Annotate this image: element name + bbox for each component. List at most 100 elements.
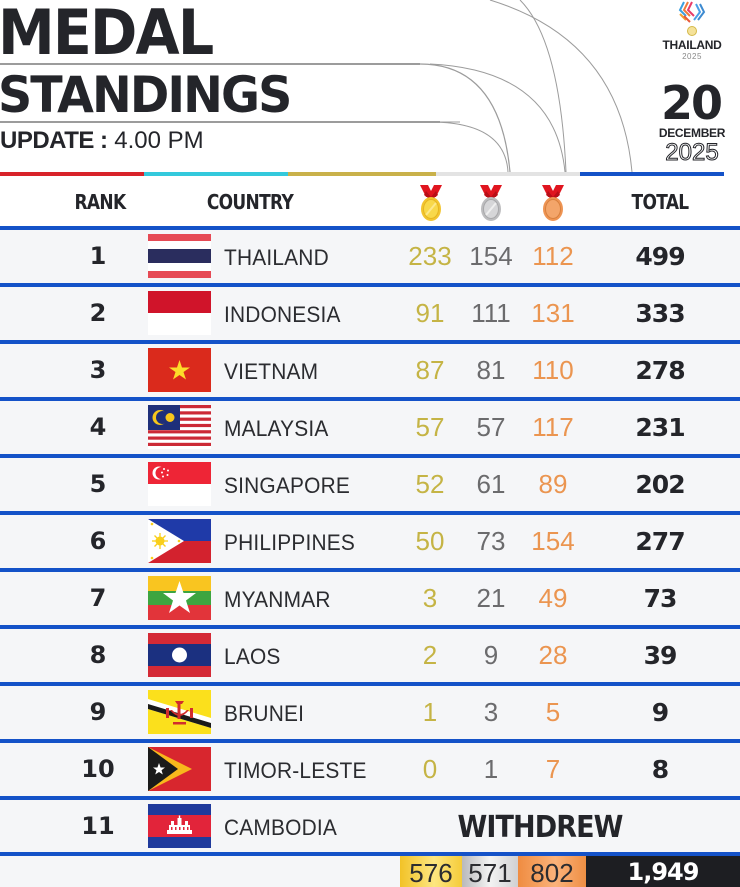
rank-cell: 9 xyxy=(89,698,107,726)
row-divider xyxy=(0,625,740,629)
table-row: 9 BRUNEI 1 3 5 9 xyxy=(0,686,740,739)
color-bar-cyan xyxy=(144,172,288,176)
brunei-flag-icon xyxy=(148,690,211,734)
country-name: MALAYSIA xyxy=(224,416,329,441)
date-month: DECEMBER xyxy=(658,126,726,140)
laos-flag-icon xyxy=(148,633,211,677)
country-name: MYANMAR xyxy=(224,587,331,612)
column-header-country: COUNTRY xyxy=(206,190,294,214)
rank-cell: 7 xyxy=(89,584,107,612)
country-name: BRUNEI xyxy=(224,701,305,726)
page-title-line1: MEDAL xyxy=(0,0,214,69)
silver-count: 111 xyxy=(471,298,511,328)
indonesia-flag-icon xyxy=(148,291,211,335)
total-count: 278 xyxy=(635,356,685,385)
silver-count: 57 xyxy=(476,412,506,442)
totals-bar: 576 571 802 1,949 xyxy=(0,856,740,887)
color-bar-gold xyxy=(288,172,436,176)
games-emblem-icon xyxy=(678,1,706,36)
row-divider xyxy=(0,682,740,686)
row-divider xyxy=(0,226,740,230)
total-count: 231 xyxy=(635,413,685,442)
total-count: 499 xyxy=(635,242,685,271)
update-label: UPDATE : xyxy=(0,127,108,154)
bronze-count: 5 xyxy=(545,697,561,727)
table-row: 7 MYANMAR 3 21 49 73 xyxy=(0,572,740,625)
rank-cell: 4 xyxy=(89,413,107,441)
rank-cell: 8 xyxy=(89,641,107,669)
vietnam-flag-icon xyxy=(148,348,211,392)
header: MEDAL STANDINGS UPDATE : 4.00 PM THAILAN… xyxy=(0,0,740,180)
gold-count: 3 xyxy=(422,583,438,613)
silver-count: 73 xyxy=(476,526,506,556)
silver-medal-icon xyxy=(480,185,502,221)
total-count: 277 xyxy=(635,527,685,556)
gold-count: 57 xyxy=(415,412,445,442)
rank-cell: 10 xyxy=(81,755,115,783)
bronze-count: 154 xyxy=(531,526,575,556)
silver-count: 9 xyxy=(483,640,499,670)
silver-count: 61 xyxy=(476,469,506,499)
row-divider xyxy=(0,796,740,800)
bronze-count: 110 xyxy=(532,355,574,385)
malaysia-flag-icon xyxy=(148,405,211,449)
logo-name: THAILAND xyxy=(662,38,722,52)
update-value: 4.00 PM xyxy=(114,127,204,154)
gold-count: 52 xyxy=(415,469,445,499)
silver-count: 3 xyxy=(483,697,499,727)
total-count: 8 xyxy=(651,755,669,784)
myanmar-flag-icon xyxy=(148,576,211,620)
total-gold: 576 xyxy=(400,856,462,887)
column-header-rank: RANK xyxy=(74,190,127,214)
bronze-count: 89 xyxy=(538,469,568,499)
bronze-count: 28 xyxy=(538,640,568,670)
singapore-flag-icon xyxy=(148,462,211,506)
country-name: CAMBODIA xyxy=(224,815,338,840)
gold-count: 1 xyxy=(422,697,438,727)
silver-count: 81 xyxy=(476,355,506,385)
country-name: PHILIPPINES xyxy=(224,530,356,555)
row-divider xyxy=(0,397,740,401)
title-underline-2 xyxy=(0,121,440,123)
rank-cell: 1 xyxy=(89,242,107,270)
bronze-count: 117 xyxy=(532,412,574,442)
table-row: 6 PHILIPPINES 50 73 154 277 xyxy=(0,515,740,568)
games-logo: THAILAND 2025 xyxy=(654,0,730,64)
table-row: 2 INDONESIA 91 111 131 333 xyxy=(0,287,740,340)
row-divider xyxy=(0,454,740,458)
thailand-flag-icon xyxy=(148,234,211,278)
color-bar-red xyxy=(0,172,144,176)
bronze-medal-icon xyxy=(542,185,564,221)
gold-count: 91 xyxy=(415,298,445,328)
column-header-total: TOTAL xyxy=(631,190,690,214)
withdrew-status: WITHDREW xyxy=(457,810,623,845)
philippines-flag-icon xyxy=(148,519,211,563)
total-all-medals: 1,949 xyxy=(586,856,740,887)
color-bar-grey xyxy=(436,172,580,176)
page-title-line2: STANDINGS xyxy=(0,66,292,124)
total-count: 202 xyxy=(635,470,685,499)
total-count: 9 xyxy=(651,698,669,727)
silver-count: 21 xyxy=(476,583,506,613)
table-row: 11 CAMBODIA WITHDREW xyxy=(0,800,740,853)
country-name: INDONESIA xyxy=(224,302,341,327)
rank-cell: 3 xyxy=(89,356,107,384)
color-bar-blue xyxy=(580,172,724,176)
gold-count: 2 xyxy=(422,640,438,670)
row-divider xyxy=(0,283,740,287)
gold-count: 233 xyxy=(408,241,452,271)
table-row: 8 LAOS 2 9 28 39 xyxy=(0,629,740,682)
timor-leste-flag-icon xyxy=(148,747,211,791)
table-row: 5 SINGAPORE 52 61 89 202 xyxy=(0,458,740,511)
row-divider xyxy=(0,511,740,515)
table-row: 4 MALAYSIA 57 57 117 231 xyxy=(0,401,740,454)
rank-cell: 2 xyxy=(89,299,107,327)
gold-count: 50 xyxy=(415,526,445,556)
country-name: SINGAPORE xyxy=(224,473,350,498)
date-year: 2025 xyxy=(665,139,719,166)
total-count: 333 xyxy=(635,299,685,328)
silver-count: 1 xyxy=(483,754,499,784)
bronze-count: 49 xyxy=(538,583,568,613)
rank-cell: 11 xyxy=(81,812,115,840)
country-name: LAOS xyxy=(224,644,281,669)
